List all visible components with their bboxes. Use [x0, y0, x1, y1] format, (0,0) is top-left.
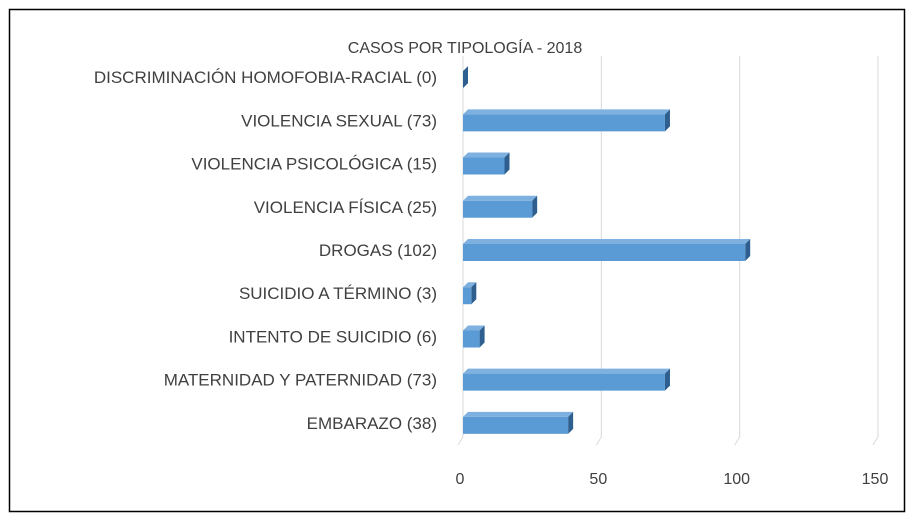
bar-face: [463, 325, 485, 331]
bar: [463, 282, 477, 305]
y-tick-label: VIOLENCIA FÍSICA (25): [254, 198, 437, 217]
bar-face: [463, 114, 665, 132]
bar-face: [463, 373, 665, 391]
bar-face: [463, 195, 538, 201]
bar-face: [463, 330, 480, 348]
bar-face: [463, 282, 477, 288]
bar-face: [745, 239, 751, 261]
bar-face: [504, 152, 510, 175]
bar-face: [463, 287, 472, 305]
x-tick-label: 150: [862, 471, 889, 488]
bar-face: [463, 157, 505, 175]
bar: [463, 325, 485, 348]
grid-line: [734, 56, 741, 446]
bar-face: [463, 411, 574, 417]
y-tick-label: EMBARAZO (38): [307, 414, 437, 433]
x-tick-label: 50: [589, 471, 607, 488]
bar: [463, 195, 538, 218]
bar: [463, 66, 468, 89]
bar-face: [664, 109, 670, 132]
bar-face: [664, 368, 670, 391]
bar-face: [532, 195, 538, 218]
grid-line: [872, 56, 879, 446]
y-tick-label: SUICIDIO A TÉRMINO (3): [239, 284, 437, 303]
y-tick-label: VIOLENCIA SEXUAL (73): [241, 111, 437, 130]
y-tick-label: DISCRIMINACIÓN HOMOFOBIA-RACIAL (0): [94, 68, 437, 87]
chart-frame: [8, 8, 906, 513]
x-tick-label: 0: [456, 471, 465, 488]
y-tick-label: VIOLENCIA PSICOLÓGICA (15): [191, 155, 437, 174]
y-tick-label: INTENTO DE SUICIDIO (6): [229, 327, 437, 346]
bar: [462, 411, 574, 434]
bar: [463, 239, 751, 261]
bar-face: [463, 66, 468, 89]
bar-face: [479, 325, 485, 348]
y-tick-label: DROGAS (102): [319, 241, 437, 260]
chart-title: CASOS POR TIPOLOGÍA - 2018: [348, 38, 583, 57]
bar: [463, 368, 670, 391]
bar-face: [463, 239, 751, 244]
bar-face: [462, 416, 569, 434]
bar-face: [463, 200, 533, 218]
bar: [463, 109, 670, 132]
grid-line: [595, 56, 602, 446]
bar-face: [471, 282, 477, 305]
bar-face: [463, 109, 670, 115]
bar-face: [463, 152, 510, 158]
x-tick-label: 100: [723, 471, 750, 488]
bar-face: [463, 368, 670, 374]
bar-face: [463, 244, 746, 261]
bar: [463, 152, 510, 175]
bar-face: [568, 411, 574, 434]
y-tick-label: MATERNIDAD Y PATERNIDAD (73): [164, 371, 437, 390]
grid-line: [457, 56, 464, 446]
